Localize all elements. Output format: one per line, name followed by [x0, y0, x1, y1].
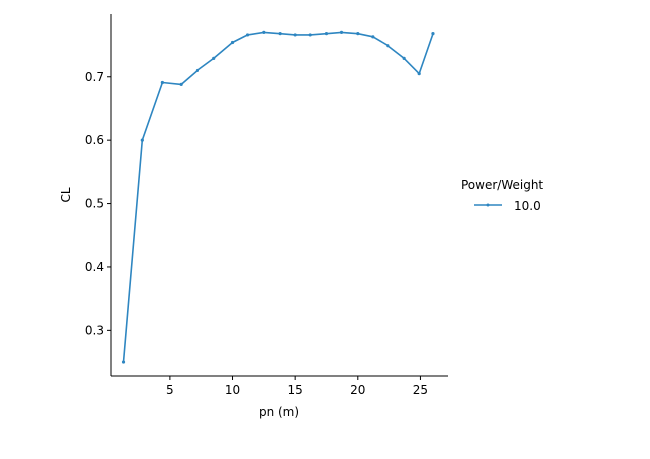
data-point: [324, 32, 329, 36]
y-tick-label: 0.7: [85, 70, 104, 84]
x-tick-label: 25: [413, 383, 428, 397]
data-point: [121, 360, 126, 364]
y-axis-title: CL: [59, 187, 73, 202]
data-point: [356, 32, 360, 36]
data-point: [245, 33, 250, 37]
data-point: [293, 33, 297, 37]
x-axis-title: pn (m): [259, 405, 299, 419]
legend-title: Power/Weight: [461, 178, 543, 192]
data-point: [140, 138, 144, 142]
data-point: [278, 32, 282, 36]
data-point: [371, 35, 375, 39]
data-point: [417, 71, 421, 76]
data-point: [386, 44, 390, 48]
x-tick-label: 20: [350, 383, 365, 397]
data-point: [179, 82, 183, 86]
axes: [110, 14, 448, 377]
data-point: [402, 56, 406, 60]
x-tick-label: 10: [225, 383, 240, 397]
x-tick-label: 5: [166, 383, 174, 397]
x-tick-label: 15: [288, 383, 303, 397]
series-line: [122, 31, 434, 363]
data-point: [431, 32, 435, 36]
data-point: [308, 33, 312, 37]
y-tick-label: 0.6: [85, 133, 104, 147]
y-tick-label: 0.5: [85, 197, 104, 211]
legend: Power/Weight 10.0: [461, 178, 543, 213]
y-tick-label: 0.3: [85, 323, 104, 337]
data-point: [339, 30, 344, 34]
y-tick-label: 0.4: [85, 260, 104, 274]
data-point: [160, 80, 164, 85]
x-ticks: 5 10 15 20 25: [166, 376, 428, 397]
data-point: [262, 30, 266, 34]
series-group: [121, 30, 435, 364]
legend-marker-swatch: [486, 203, 490, 207]
data-point: [230, 40, 235, 45]
data-point: [195, 68, 200, 73]
data-point: [212, 56, 216, 60]
y-ticks: 0.3 0.4 0.5 0.6 0.7: [85, 70, 111, 337]
legend-entry-label: 10.0: [514, 199, 541, 213]
